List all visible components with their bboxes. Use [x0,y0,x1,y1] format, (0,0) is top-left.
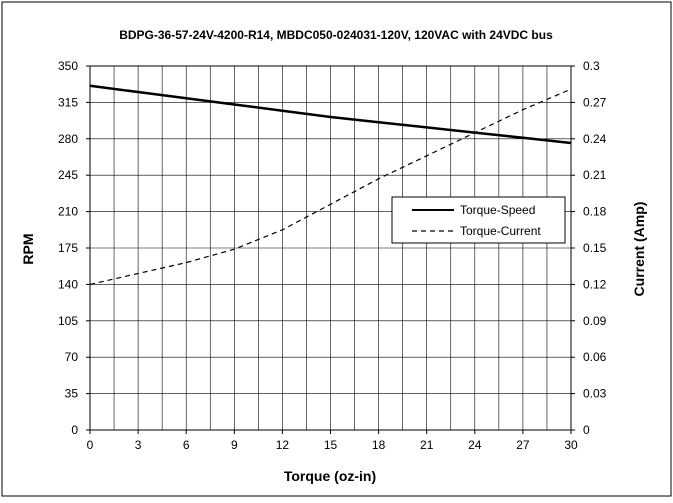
y-tick-label: 140 [58,277,78,291]
y2-tick-label: 0.12 [583,277,607,291]
grid [90,66,571,430]
chart-title: BDPG-36-57-24V-4200-R14, MBDC050-024031-… [119,28,553,42]
y2-tick-label: 0.06 [583,350,607,364]
y2-tick-label: 0.15 [583,241,607,255]
x-tick-label: 0 [87,438,94,452]
y2-tick-label: 0.03 [583,387,607,401]
x-tick-label: 15 [324,438,338,452]
y2-tick-label: 0.3 [583,59,600,73]
legend: Torque-Speed Torque-Current [391,196,566,244]
x-tick-label: 27 [516,438,530,452]
x-tick-label: 30 [564,438,578,452]
y-tick-label: 315 [58,95,78,109]
y-tick-label: 280 [58,132,78,146]
x-axis-ticks: 0 3 6 9 12 15 18 21 24 27 30 [87,430,578,452]
legend-label-torque-speed: Torque-Speed [460,203,535,217]
x-axis-title: Torque (oz-in) [284,468,376,484]
y2-tick-label: 0.09 [583,314,607,328]
x-tick-label: 6 [183,438,190,452]
y-tick-label: 350 [58,59,78,73]
y2-axis-title: Current (Amp) [631,202,647,297]
x-tick-label: 24 [468,438,482,452]
y-tick-label: 105 [58,314,78,328]
x-tick-label: 12 [276,438,290,452]
y-tick-label: 70 [65,350,79,364]
y2-tick-label: 0.27 [583,95,607,109]
x-tick-label: 18 [372,438,386,452]
y-axis-ticks: 0 35 70 105 140 175 210 245 280 315 350 [58,59,90,437]
y-axis-title: RPM [20,233,36,264]
series-lines [89,84,572,285]
y-tick-label: 0 [71,423,78,437]
legend-box [391,196,566,244]
y2-axis-ticks: 0 0.03 0.06 0.09 0.12 0.15 0.18 0.21 0.24 0.27 0.3 [571,59,607,437]
series-line-torque-speed [89,84,572,145]
y-tick-label: 175 [58,241,78,255]
y2-tick-label: 0 [583,423,590,437]
y-tick-label: 210 [58,205,78,219]
y2-tick-label: 0.24 [583,132,607,146]
y2-tick-label: 0.21 [583,168,607,182]
x-tick-label: 3 [135,438,142,452]
x-tick-label: 21 [420,438,434,452]
legend-label-torque-current: Torque-Current [460,224,541,238]
y-tick-label: 245 [58,168,78,182]
x-tick-label: 9 [231,438,238,452]
y2-tick-label: 0.18 [583,205,607,219]
y-tick-label: 35 [65,387,79,401]
series-line-torque-current [89,88,572,285]
